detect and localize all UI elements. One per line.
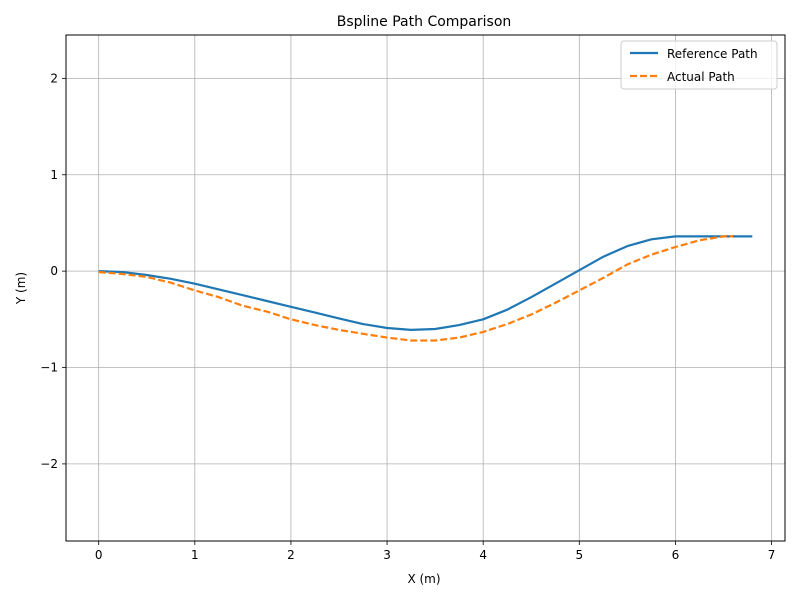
x-axis-label: X (m) xyxy=(407,572,440,586)
legend: Reference Path Actual Path xyxy=(620,40,778,90)
legend-label-actual-path: Actual Path xyxy=(667,70,735,84)
chart-title: Bspline Path Comparison xyxy=(337,14,512,30)
x-tick-label: 6 xyxy=(672,548,680,562)
series-group xyxy=(98,235,753,342)
y-tick-label: −2 xyxy=(40,457,58,471)
x-tick-label: 4 xyxy=(479,548,487,562)
y-tick-label: 2 xyxy=(50,71,58,85)
y-tick-label: 1 xyxy=(50,168,58,182)
x-tick-label: 1 xyxy=(191,548,199,562)
legend-box xyxy=(620,40,778,90)
x-tick-label: 3 xyxy=(383,548,391,562)
ticks: 0 1 2 3 4 5 6 7 −2 −1 0 1 2 xyxy=(40,71,775,562)
series-line-reference-path xyxy=(98,235,753,331)
y-tick-label: −1 xyxy=(40,361,58,375)
legend-label-reference-path: Reference Path xyxy=(667,47,758,61)
x-tick-label: 7 xyxy=(768,548,776,562)
plot-frame xyxy=(65,34,786,542)
y-axis-label: Y (m) xyxy=(14,272,28,305)
x-tick-label: 5 xyxy=(575,548,583,562)
y-tick-label: 0 xyxy=(50,264,58,278)
series-line-actual-path xyxy=(98,235,734,342)
grid xyxy=(66,35,785,541)
x-tick-label: 0 xyxy=(95,548,103,562)
x-tick-label: 2 xyxy=(287,548,295,562)
